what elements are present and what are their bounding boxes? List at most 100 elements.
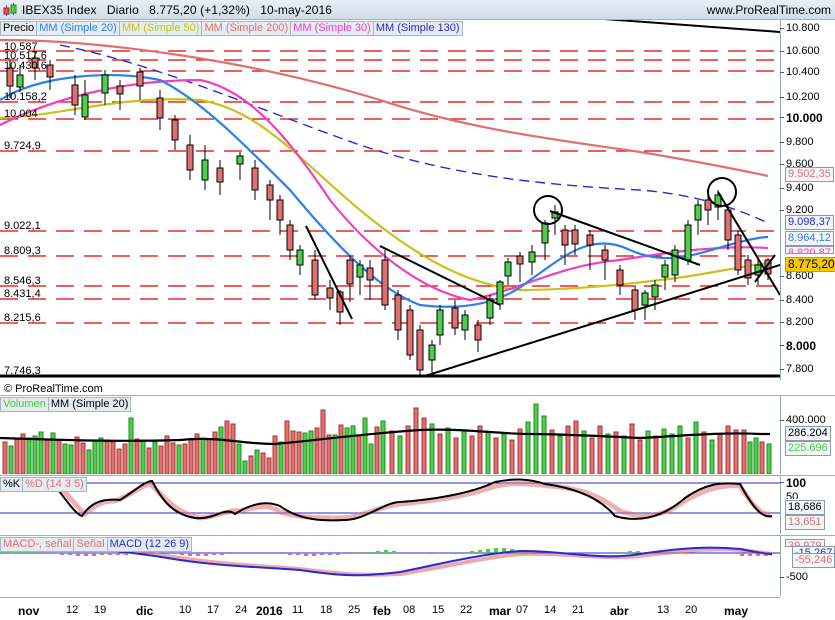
y-tick: 10.800 [780, 22, 820, 34]
price-change: (+1,32%) [200, 3, 250, 17]
legend-ma30[interactable]: MM (Simple 30) [291, 21, 374, 36]
x-tick: 18 [320, 604, 333, 616]
stochastic-axis[interactable]: 100 50 18,686 13,651 [779, 476, 835, 534]
y-tick: 10.600 [780, 45, 820, 57]
volume-axis[interactable]: 400.000 286.204 225.696 [780, 396, 835, 474]
volume-bars [2, 403, 772, 474]
macd-legend[interactable]: MACD-, señal Señal MACD (12 26 9) [0, 537, 193, 552]
x-tick: 20 [685, 604, 698, 616]
last-price: 8.775,20 [149, 3, 197, 17]
legend-signal[interactable]: Señal [74, 537, 108, 552]
y-tick: 8.200 [780, 316, 814, 328]
x-tick: nov [18, 604, 40, 618]
legend-k[interactable]: %K [0, 477, 24, 492]
volume-ma-value-tag: 286.204 [785, 426, 831, 441]
legend-ma50[interactable]: MM (Simple 50) [119, 21, 203, 36]
panel-divider[interactable] [0, 395, 835, 396]
stochastic-chart-canvas[interactable] [0, 476, 780, 534]
ma20-value-tag: 8.964,12 [785, 231, 834, 246]
legend-macd[interactable]: MACD (12 26 9) [107, 537, 193, 552]
panel-divider[interactable] [0, 475, 835, 476]
x-tick: 10 [179, 604, 192, 616]
y-tick: 400.000 [780, 414, 826, 426]
x-axis-divider [0, 597, 780, 598]
y-tick: -500 [779, 571, 809, 583]
y-tick: 9.800 [780, 136, 814, 148]
x-tick: 24 [235, 604, 248, 616]
y-tick: 8.000 [779, 339, 817, 353]
level-label: 10.430,6 [4, 60, 47, 72]
symbol-name: IBEX35 Index [22, 3, 97, 17]
legend-ma20[interactable]: MM (Simple 20) [37, 21, 120, 36]
macd-panel[interactable] [0, 536, 781, 596]
last-price-tag: 8.775,20 [785, 257, 835, 272]
level-label: 9.022,1 [4, 220, 41, 232]
y-tick: 8.400 [780, 294, 814, 306]
legend-ma130[interactable]: MM (Simple 130) [373, 21, 463, 36]
y-tick: 8.600 [780, 270, 814, 282]
macd-signal-line [0, 542, 773, 577]
stoch-d-value-tag: 13,651 [785, 515, 825, 530]
copyright: © ProRealTime.com [4, 383, 103, 395]
x-tick: 15 [432, 604, 445, 616]
x-tick: may [724, 604, 749, 618]
stochastic-legend[interactable]: %K %D (14 3 5) [0, 477, 87, 492]
panel-divider[interactable] [0, 535, 835, 536]
candlestick-logo-icon [3, 3, 17, 16]
price-legend[interactable]: Precio MM (Simple 20) MM (Simple 50) MM … [0, 21, 463, 36]
x-tick: feb [373, 604, 391, 618]
y-tick: 7.800 [780, 363, 814, 375]
legend-precio[interactable]: Precio [0, 21, 38, 36]
legend-volumen[interactable]: Volumen [0, 397, 49, 412]
y-tick: 100 [779, 476, 807, 490]
macd-chart-canvas[interactable] [0, 536, 780, 596]
macd-axis[interactable]: 39,979 -15,267 -55,246 -500 [779, 536, 835, 596]
price-panel[interactable] [0, 20, 781, 380]
x-tick: 08 [403, 604, 416, 616]
legend-volume-ma[interactable]: MM (Simple 20) [48, 397, 132, 412]
level-label: 7.746,3 [4, 365, 41, 377]
legend-macd-hist[interactable]: MACD-, señal [0, 537, 75, 552]
level-label: 10.587 [4, 41, 38, 53]
x-tick: mar [489, 604, 512, 618]
volume-chart-canvas[interactable] [0, 396, 780, 474]
x-tick: 2016 [256, 604, 283, 618]
level-label: 8.431,4 [4, 288, 41, 300]
trendlines [305, 20, 780, 377]
stochastic-panel[interactable] [0, 476, 781, 534]
circle-annotation [707, 177, 737, 207]
legend-d[interactable]: %D (14 3 5) [23, 477, 87, 492]
y-tick: 10.000 [780, 111, 823, 125]
y-tick: 10.400 [780, 66, 820, 78]
ma200-value-tag: 9.502,35 [785, 167, 834, 182]
ma50-line [0, 98, 769, 292]
x-tick: 25 [348, 604, 361, 616]
y-tick: 50 [786, 491, 799, 499]
ma30-line [0, 78, 769, 302]
x-tick: 07 [516, 604, 529, 616]
level-label: 10.158,2 [4, 91, 47, 103]
x-tick: dic [136, 604, 154, 618]
volume-panel[interactable] [0, 396, 781, 474]
level-label: 8.809,3 [4, 245, 41, 257]
price-axis[interactable]: 10.800 10.600 10.400 10.200 10.000 9.800… [779, 20, 835, 380]
chart-date: 10-may-2016 [260, 3, 333, 17]
site-url[interactable]: www.ProRealTime.com [706, 3, 831, 17]
x-tick: 14 [544, 604, 557, 616]
legend-ma200[interactable]: MM (Simple 200) [202, 21, 292, 36]
x-tick: 11 [292, 604, 304, 616]
x-tick: 17 [207, 604, 220, 616]
level-label: 10.517,6 [4, 50, 47, 62]
x-tick: 19 [94, 604, 107, 616]
stoch-d-line [0, 481, 771, 521]
x-tick: 13 [657, 604, 670, 616]
x-tick: 21 [572, 604, 585, 616]
period: Diario [106, 3, 139, 17]
ma130-line [59, 44, 769, 224]
ma130-value-tag: 9.098,37 [785, 215, 834, 230]
volume-value-tag: 225.696 [785, 441, 831, 456]
x-tick: 22 [460, 604, 473, 616]
volume-legend[interactable]: Volumen MM (Simple 20) [0, 397, 132, 412]
stoch-k-value-tag: 18,686 [785, 500, 825, 515]
price-chart-canvas[interactable] [0, 20, 780, 380]
